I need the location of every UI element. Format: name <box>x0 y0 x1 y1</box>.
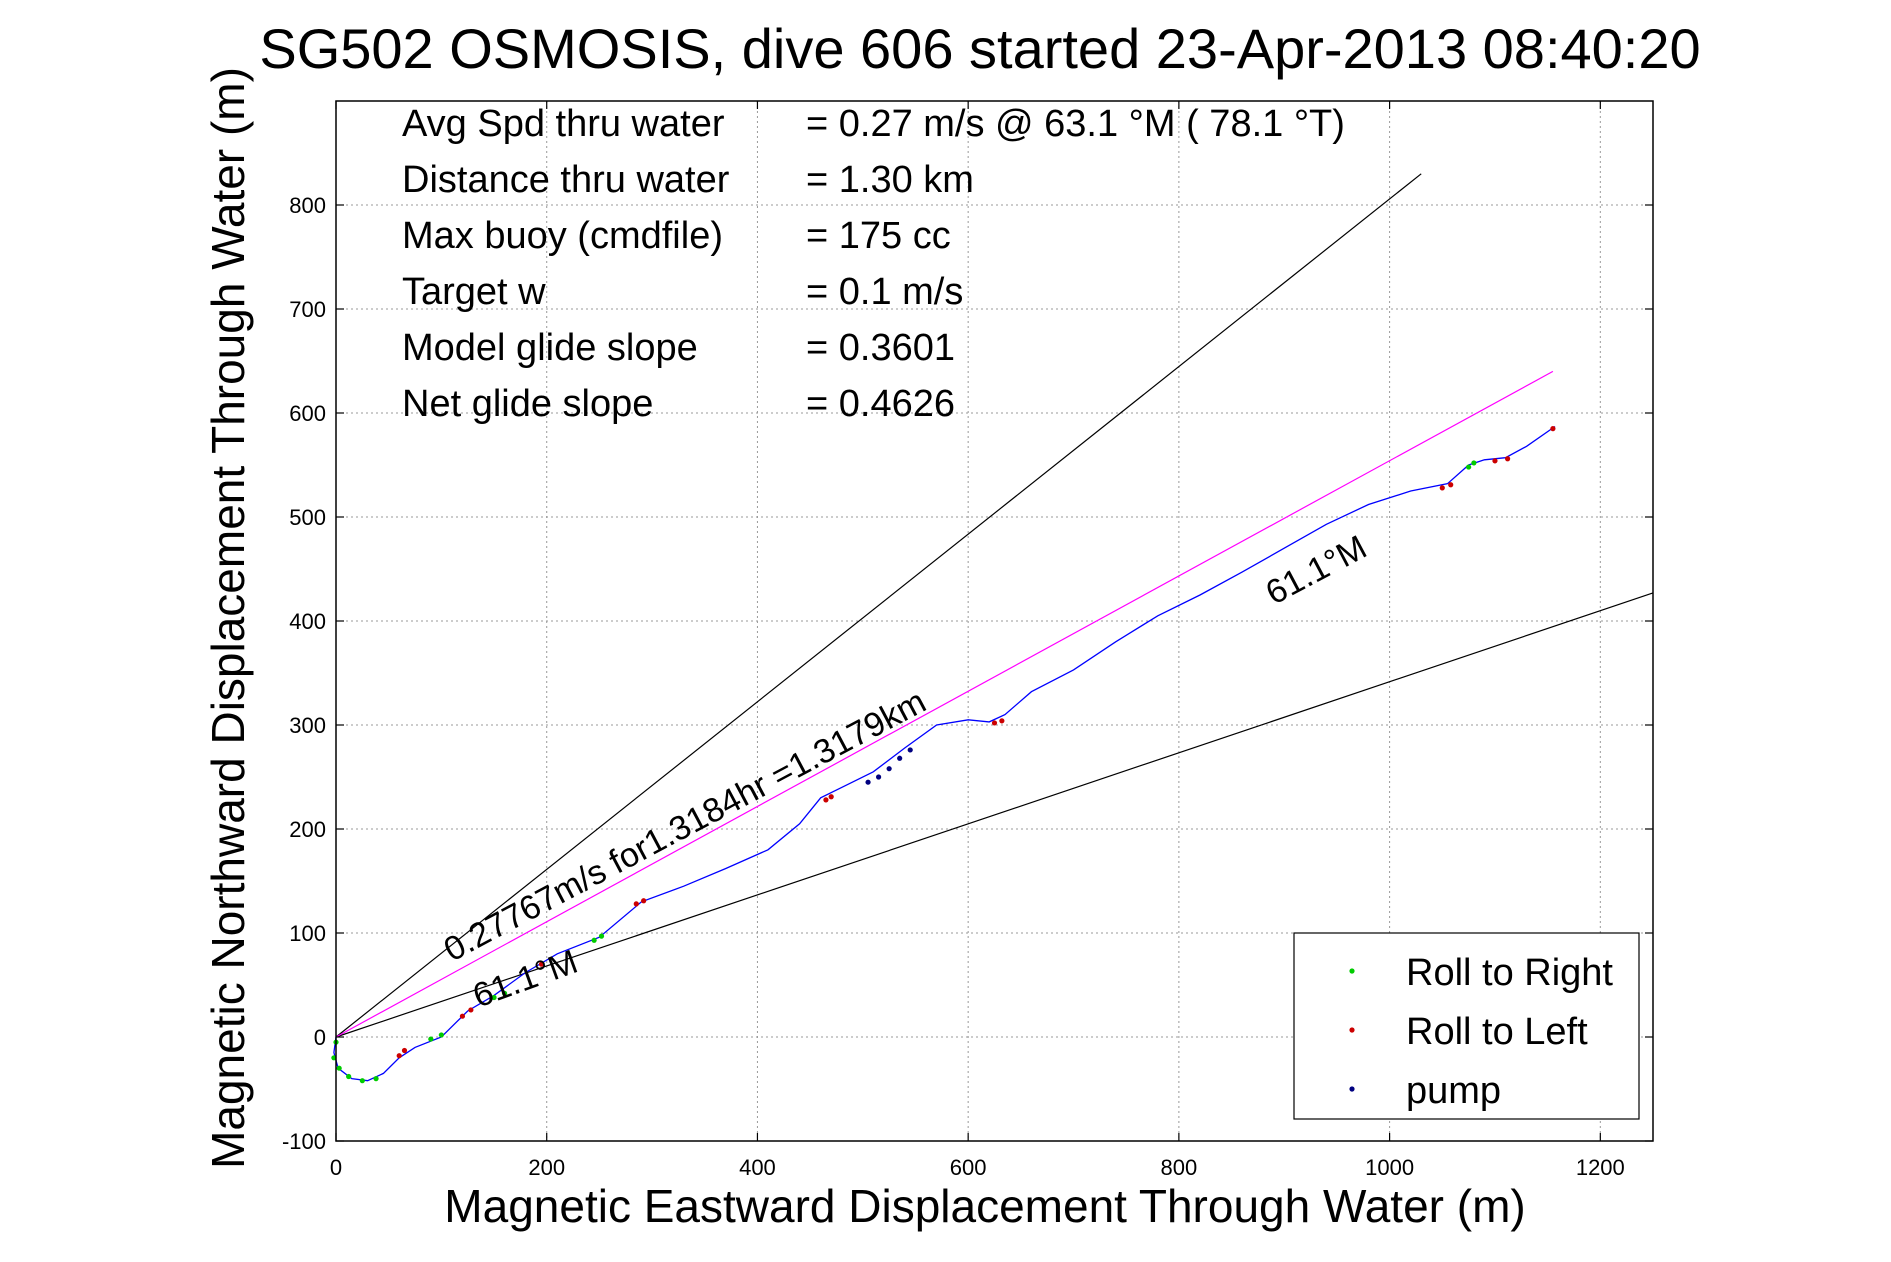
markers <box>331 426 1556 1084</box>
y-tick-label: 800 <box>289 193 326 218</box>
marker-point <box>633 901 639 907</box>
info-value: = 175 cc <box>806 215 951 257</box>
y-tick-label: 0 <box>314 1025 326 1050</box>
info-label: Model glide slope <box>402 327 698 369</box>
marker-point <box>641 898 647 904</box>
legend-entry: pump <box>1406 1070 1501 1112</box>
marker-point <box>346 1073 352 1080</box>
marker-point <box>428 1036 434 1042</box>
marker-point <box>865 779 871 785</box>
marker-point <box>491 994 497 1001</box>
track-line <box>333 425 1556 1082</box>
info-label: Net glide slope <box>402 383 653 425</box>
x-tick-label: 600 <box>950 1155 987 1180</box>
info-label: Target w <box>402 271 546 313</box>
x-tick-label: 800 <box>1161 1155 1198 1180</box>
info-value: = 0.3601 <box>806 327 955 369</box>
marker-point <box>999 718 1005 724</box>
y-tick-label: 200 <box>289 817 326 842</box>
marker-point <box>331 1055 337 1061</box>
info-block: Avg Spd thru water = 0.27 m/s @ 63.1 °M (… <box>402 103 1345 425</box>
legend-entry: Roll to Left <box>1406 1011 1588 1053</box>
marker-point <box>1492 458 1498 464</box>
marker-point <box>459 1013 466 1019</box>
reference-line <box>335 173 1422 1038</box>
y-tick-label: 100 <box>289 921 326 946</box>
y-tick-label: -100 <box>282 1129 326 1154</box>
y-axis-label: Magnetic Northward Displacement Through … <box>202 67 254 1169</box>
marker-point <box>897 755 903 761</box>
marker-point <box>907 747 913 753</box>
y-tick-label: 600 <box>289 401 326 426</box>
info-label: Avg Spd thru water <box>402 103 725 145</box>
marker-point <box>396 1053 402 1059</box>
marker-point <box>438 1032 444 1038</box>
reference-lines <box>335 173 1654 1038</box>
info-value: = 0.1 m/s <box>806 271 963 313</box>
info-value: = 0.4626 <box>806 383 955 425</box>
marker-point <box>501 990 508 996</box>
marker-point <box>886 766 892 772</box>
marker-point <box>336 1065 342 1071</box>
chart-title: SG502 OSMOSIS, dive 606 started 23-Apr-2… <box>259 17 1700 80</box>
legend-entry: Roll to Right <box>1406 952 1613 994</box>
info-value: = 0.27 m/s @ 63.1 °M ( 78.1 °T) <box>806 103 1345 145</box>
marker-point <box>1550 426 1556 432</box>
x-tick-label: 1200 <box>1576 1155 1625 1180</box>
marker-point <box>598 933 605 939</box>
marker-point <box>1466 464 1472 470</box>
reference-line <box>335 592 1654 1038</box>
marker-point <box>468 1007 474 1013</box>
legend-swatch <box>1349 1027 1355 1033</box>
info-label: Max buoy (cmdfile) <box>402 215 723 257</box>
marker-point <box>876 774 882 780</box>
legend: Roll to Right Roll to Left pump <box>1293 932 1640 1120</box>
y-tick-label: 500 <box>289 505 326 530</box>
marker-point <box>828 794 834 800</box>
legend-swatch <box>1349 1086 1355 1092</box>
info-label: Distance thru water <box>402 159 730 201</box>
marker-point <box>538 961 545 967</box>
marker-point <box>1439 485 1445 491</box>
marker-point <box>1448 482 1454 488</box>
x-tick-label: 1000 <box>1365 1155 1414 1180</box>
x-tick-label: 0 <box>330 1155 342 1180</box>
y-tick-label: 300 <box>289 713 326 738</box>
marker-point <box>991 720 998 726</box>
legend-swatch <box>1349 968 1355 974</box>
reference-line <box>335 370 1554 1038</box>
marker-point <box>1505 456 1511 462</box>
x-tick-label: 400 <box>739 1155 776 1180</box>
axis-ticks: 0 200 400 600 800 1000 1200-100010020030040050… <box>282 101 1653 1180</box>
marker-point <box>373 1076 379 1082</box>
marker-point <box>823 797 829 803</box>
x-tick-label: 200 <box>528 1155 565 1180</box>
x-axis-label: Magnetic Eastward Displacement Through W… <box>444 1180 1525 1232</box>
marker-point <box>359 1078 365 1084</box>
info-value: = 1.30 km <box>806 159 974 201</box>
y-tick-label: 700 <box>289 297 326 322</box>
track <box>333 425 1556 1082</box>
marker-point <box>1471 460 1477 466</box>
marker-point <box>591 937 597 943</box>
y-tick-label: 400 <box>289 609 326 634</box>
marker-point <box>401 1047 408 1054</box>
